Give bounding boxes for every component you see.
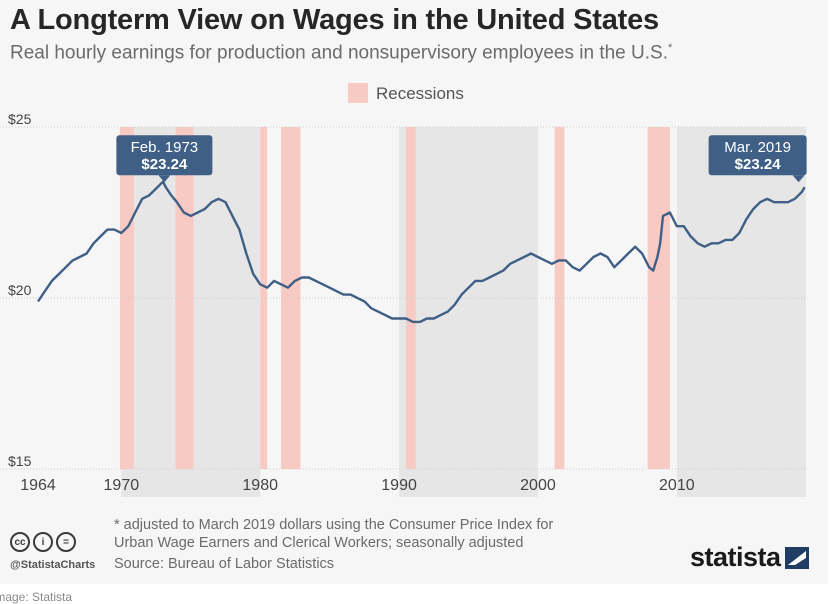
brand-name: statista: [690, 542, 781, 572]
recession-band-6: [647, 127, 670, 469]
y-tick-label-1: $20: [8, 282, 32, 298]
axis-labels: $15 $20 $25 1964 1970 1980 1990 2000 2010: [8, 111, 695, 494]
recession-band-2: [260, 127, 268, 469]
recession-bands: [119, 127, 670, 469]
series-line-0: [37, 180, 806, 324]
callout-box-0: [116, 135, 213, 176]
line-chart: Recessions $15 $20 $25 1964 1970 1980 1990 2000…: [0, 83, 807, 497]
decade-band-1: [399, 127, 538, 497]
legend-label: Recessions: [376, 84, 464, 103]
callout-pointer-1: [792, 175, 805, 183]
x-tick-label-5: 2010: [659, 477, 695, 494]
statista-mark-icon: [784, 546, 809, 569]
series-layer: [37, 180, 806, 324]
callout-date-1: Mar. 2019: [724, 139, 791, 156]
y-tick-label-2: $25: [8, 111, 32, 127]
footnote: * adjusted to March 2019 dollars using t…: [114, 517, 554, 551]
x-tick-label-1: 1970: [104, 477, 140, 494]
recession-band-4: [406, 127, 416, 469]
recession-band-1: [175, 127, 194, 469]
legend: Recessions: [348, 83, 464, 103]
no-derivatives-icon: =: [56, 532, 76, 552]
twitter-handle[interactable]: @StatistaCharts: [10, 559, 96, 571]
chart-title: A Longterm View on Wages in the United S…: [10, 4, 659, 36]
callout-pointer-0: [158, 175, 171, 183]
recession-band-3: [281, 127, 301, 469]
x-tick-label-0: 1964: [20, 477, 56, 494]
subtitle-footnote-mark: *: [667, 42, 673, 54]
chart-card: A Longterm View on Wages in the United S…: [0, 4, 809, 573]
y-tick-label-0: $15: [8, 453, 32, 469]
statista-logo[interactable]: statista: [690, 542, 809, 573]
callout-0: Feb. 1973$23.24: [116, 135, 213, 183]
attribution-icon: i: [33, 532, 53, 552]
subtitle-text: Real hourly earnings for production and …: [10, 42, 668, 64]
callout-value-0: $23.24: [141, 156, 188, 173]
source-link[interactable]: Source: Bureau of Labor Statistics: [114, 556, 335, 572]
x-tick-label-3: 1990: [381, 477, 417, 494]
callout-1: Mar. 2019$23.24: [708, 135, 807, 183]
grid-lines: [0, 126, 806, 470]
creative-commons-icon: cc: [10, 532, 30, 552]
decade-bands: [121, 127, 806, 497]
x-tick-label-2: 1980: [242, 477, 278, 494]
callout-date-0: Feb. 1973: [131, 139, 199, 156]
image-caption: Image: Statista: [0, 590, 73, 604]
x-tick-label-4: 2000: [520, 477, 556, 494]
chart-subtitle: Real hourly earnings for production and …: [10, 42, 672, 64]
decade-band-2: [676, 127, 806, 497]
legend-swatch: [348, 83, 368, 103]
recession-band-5: [554, 127, 565, 469]
license-icons[interactable]: cc i =: [10, 532, 76, 552]
callout-box-1: [708, 135, 807, 176]
callout-value-1: $23.24: [735, 156, 782, 173]
